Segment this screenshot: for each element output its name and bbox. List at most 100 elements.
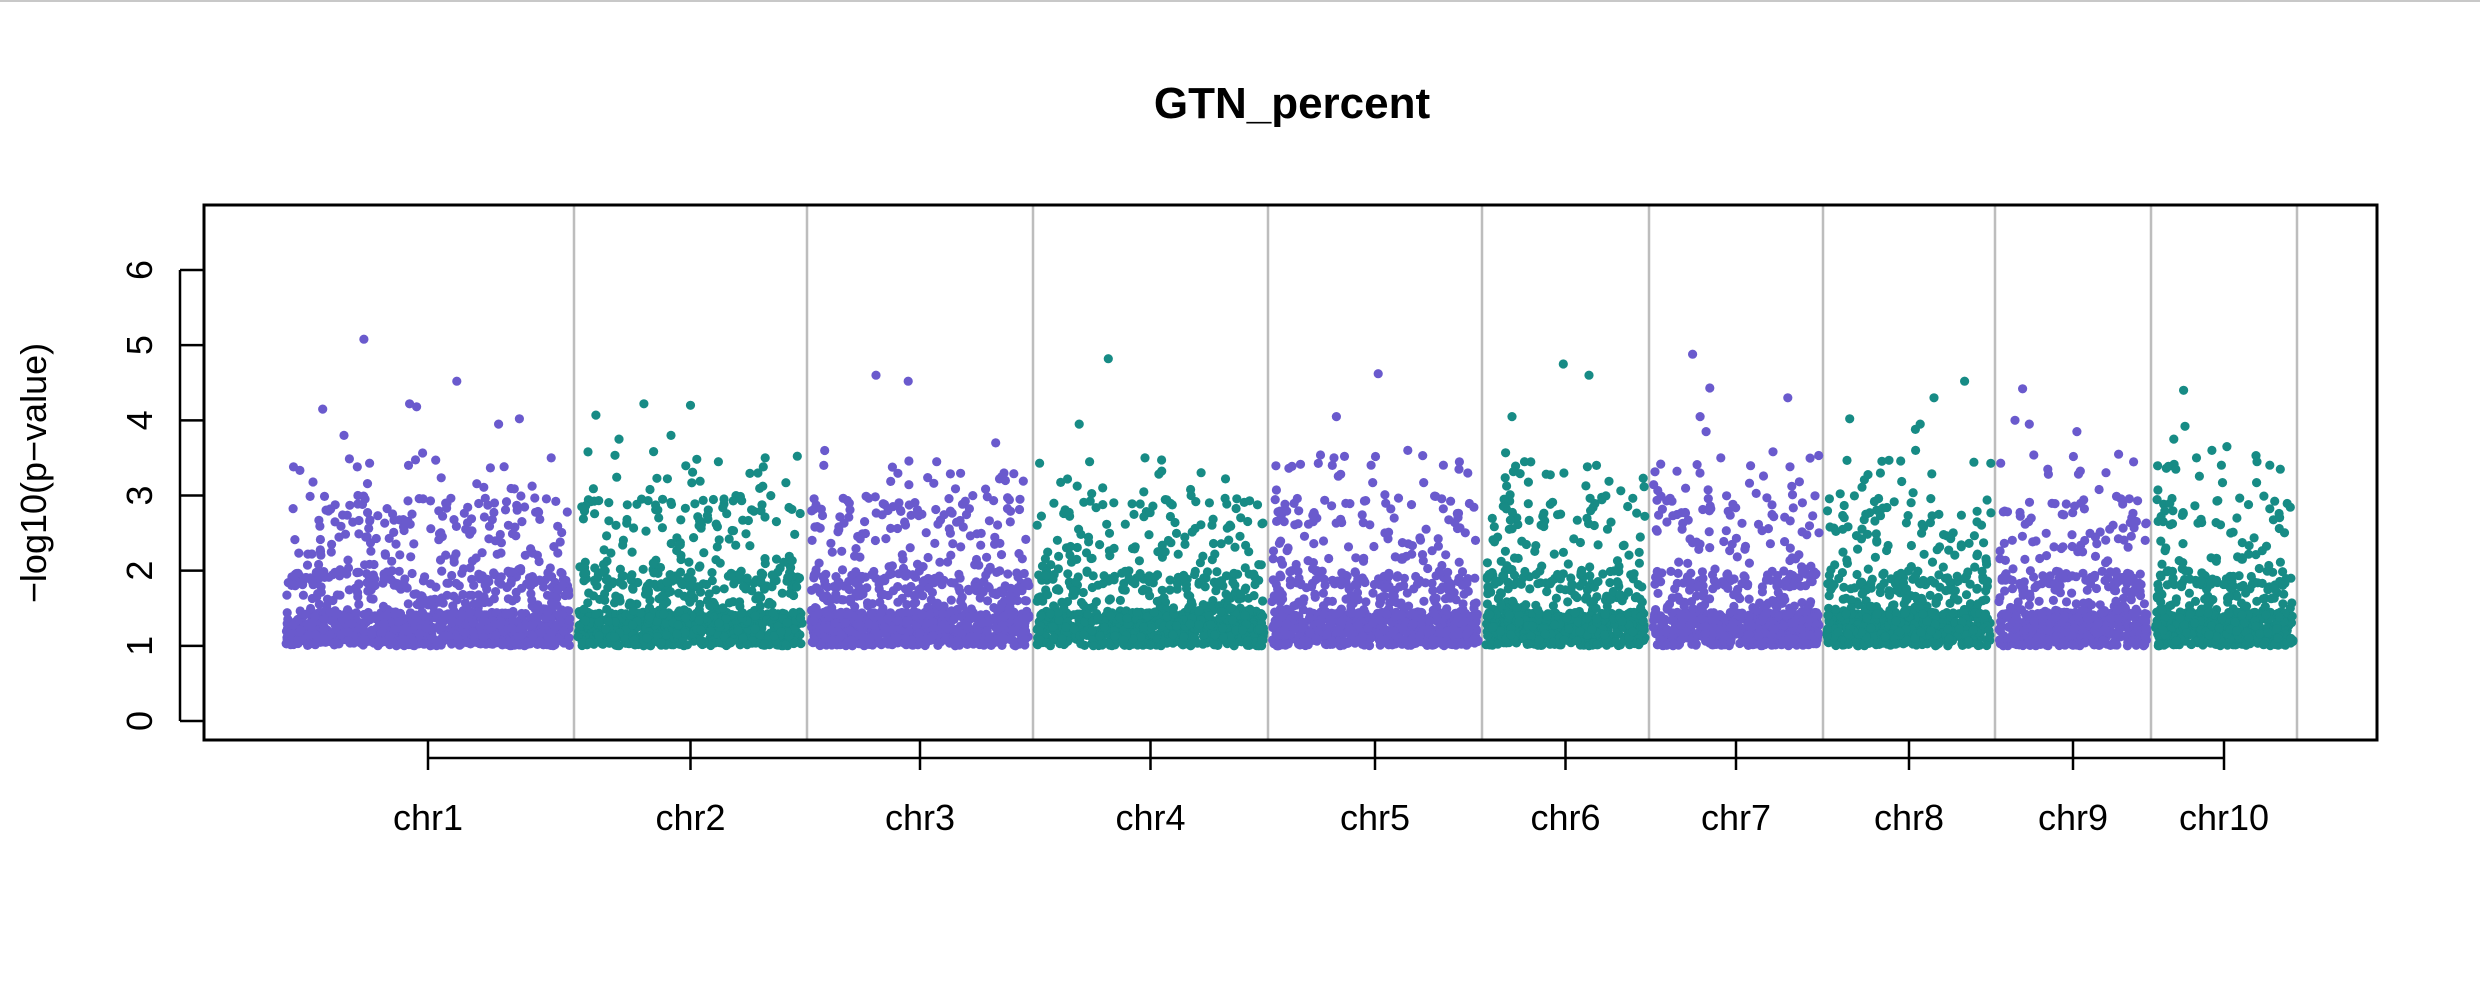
data-point <box>1019 614 1029 624</box>
data-point <box>352 462 362 472</box>
data-point <box>714 618 724 628</box>
data-point <box>326 547 336 557</box>
data-point <box>836 630 846 640</box>
data-point <box>1395 582 1405 592</box>
data-point <box>1152 596 1162 606</box>
peak-point <box>997 472 1007 482</box>
data-point <box>921 528 931 538</box>
data-point <box>923 473 933 483</box>
data-point <box>434 506 444 516</box>
data-point <box>437 566 447 576</box>
data-point <box>1229 568 1239 578</box>
data-point <box>527 595 537 605</box>
data-point <box>1035 458 1045 468</box>
data-point <box>937 580 947 590</box>
peak-point <box>1140 453 1150 463</box>
data-point <box>718 503 728 513</box>
data-point <box>1079 497 1089 507</box>
data-point <box>353 588 363 598</box>
data-point <box>1014 504 1025 515</box>
data-point <box>699 548 709 558</box>
data-point <box>1068 586 1079 596</box>
data-point <box>557 568 567 579</box>
data-point <box>517 608 527 619</box>
data-point <box>955 515 965 526</box>
data-point <box>1318 536 1329 546</box>
data-point <box>731 540 741 550</box>
data-point <box>822 582 833 592</box>
data-point <box>807 535 817 546</box>
data-point <box>1078 600 1089 610</box>
data-point <box>1254 624 1265 634</box>
data-point <box>342 569 352 579</box>
data-point <box>1452 523 1463 534</box>
data-point <box>1421 524 1431 534</box>
data-point <box>1071 577 1081 587</box>
data-point <box>738 633 748 643</box>
data-point <box>1149 607 1159 618</box>
data-point <box>763 599 774 610</box>
data-point <box>590 509 600 519</box>
data-point <box>1232 494 1242 504</box>
peak-point <box>452 376 462 386</box>
data-point <box>536 627 546 638</box>
data-point <box>809 494 819 504</box>
data-point <box>851 567 861 577</box>
data-point <box>542 590 553 600</box>
data-point <box>674 540 684 550</box>
data-point <box>489 568 499 578</box>
data-point <box>550 622 561 632</box>
data-point <box>1076 529 1086 540</box>
data-point <box>1120 519 1130 529</box>
data-point <box>319 491 330 501</box>
data-point <box>933 519 943 529</box>
data-point <box>1200 582 1210 592</box>
data-point <box>976 528 986 539</box>
data-point <box>1088 641 1098 651</box>
data-point <box>373 511 383 521</box>
data-point <box>787 504 797 514</box>
data-point <box>1227 615 1238 626</box>
data-point <box>837 546 847 556</box>
data-point <box>777 588 787 598</box>
data-point <box>1389 513 1399 523</box>
data-point <box>1153 547 1163 557</box>
data-point <box>810 522 820 532</box>
data-point <box>1063 569 1073 579</box>
data-point <box>458 589 468 600</box>
data-point <box>1287 461 1297 471</box>
data-point <box>389 515 399 525</box>
data-point <box>422 623 432 633</box>
data-point <box>979 576 989 587</box>
data-point <box>1343 542 1354 552</box>
data-point <box>676 554 686 565</box>
data-point <box>893 597 903 607</box>
data-point <box>553 521 563 531</box>
data-point <box>718 603 728 613</box>
data-point <box>479 616 489 626</box>
data-point <box>1249 591 1259 601</box>
data-point <box>781 478 791 488</box>
data-point <box>467 556 477 566</box>
data-point <box>659 609 669 619</box>
data-point <box>369 613 379 623</box>
data-point <box>1034 626 1044 636</box>
data-point <box>1214 577 1224 587</box>
data-point <box>707 568 717 578</box>
data-point <box>684 557 694 567</box>
data-points <box>281 334 2298 651</box>
data-point <box>1006 583 1016 594</box>
data-point <box>612 640 622 651</box>
data-point <box>1271 461 1281 471</box>
data-point <box>953 636 963 646</box>
data-point <box>1245 496 1255 506</box>
data-point <box>555 537 565 547</box>
data-point <box>507 623 517 633</box>
data-point <box>835 512 845 522</box>
data-point <box>543 607 553 617</box>
data-point <box>687 478 697 488</box>
data-point <box>666 499 677 509</box>
data-point <box>362 569 372 579</box>
data-point <box>1230 542 1240 552</box>
data-point <box>750 624 760 634</box>
